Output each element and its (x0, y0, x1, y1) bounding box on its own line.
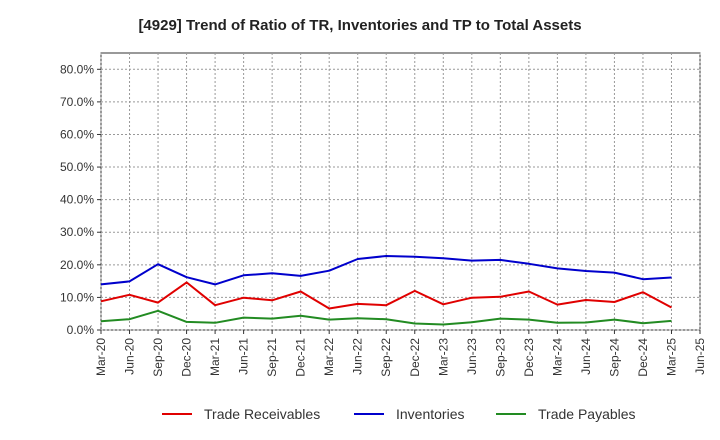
x-tick-label: Mar-21 (208, 338, 222, 376)
series-line-3 (100, 309, 672, 326)
x-tick-label: Mar-22 (322, 338, 336, 376)
series-lines (100, 255, 672, 326)
x-tick-label: Jun-20 (123, 338, 137, 375)
x-tick-label: Jun-23 (465, 338, 479, 375)
y-tick-label: 40.0% (60, 193, 94, 207)
x-tick-label: Dec-23 (522, 338, 536, 377)
x-tick-label: Jun-24 (579, 338, 593, 375)
x-tick-label: Jun-25 (693, 338, 707, 375)
chart-title: [4929] Trend of Ratio of TR, Inventories… (138, 17, 581, 34)
x-tick-label: Mar-24 (550, 338, 564, 376)
x-tick-label: Dec-20 (180, 338, 194, 377)
y-tick-label: 50.0% (60, 160, 94, 174)
x-tick-label: Sep-20 (151, 338, 165, 377)
y-tick-label: 0.0% (67, 323, 95, 337)
y-tick-label: 10.0% (60, 290, 94, 304)
x-tick-label: Mar-25 (664, 338, 678, 376)
y-tick-label: 80.0% (60, 62, 94, 76)
x-tick-label: Sep-22 (379, 338, 393, 377)
y-tick-label: 20.0% (60, 258, 94, 272)
legend: Trade Receivables Inventories Trade Payabl… (162, 406, 636, 422)
x-tick-label: Sep-24 (607, 338, 621, 377)
x-tick-label: Dec-22 (408, 338, 422, 377)
series-line-1 (100, 281, 672, 310)
x-tick-label: Mar-23 (436, 338, 450, 376)
x-tick-label: Dec-21 (294, 338, 308, 377)
y-tick-label: 60.0% (60, 127, 94, 141)
x-tick-label: Mar-20 (94, 338, 108, 376)
y-tick-label: 30.0% (60, 225, 94, 239)
legend-label: Trade Payables (538, 406, 636, 422)
x-tick-label: Sep-23 (493, 338, 507, 377)
y-tick-label: 70.0% (60, 95, 94, 109)
series-line-2 (100, 255, 672, 286)
x-axis: Mar-20 Jun-20 Sep-20 Dec-20 Mar-21 Jun-21 Sep-… (94, 330, 707, 377)
x-tick-label: Dec-24 (636, 338, 650, 377)
legend-label: Inventories (396, 406, 464, 422)
x-tick-label: Jun-22 (351, 338, 365, 375)
x-tick-label: Jun-21 (237, 338, 251, 375)
plot-area (100, 52, 701, 331)
legend-label: Trade Receivables (204, 406, 320, 422)
x-tick-label: Sep-21 (265, 338, 279, 377)
y-axis: 0.0% 10.0% 20.0% 30.0% 40.0% 50.0% 60.0% 70.0% 8… (60, 62, 101, 337)
